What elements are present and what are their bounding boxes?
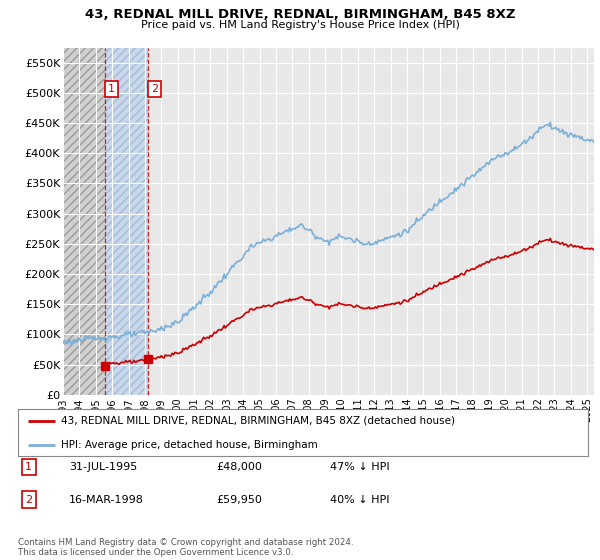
Text: 16-MAR-1998: 16-MAR-1998	[69, 494, 144, 505]
Text: 2: 2	[151, 84, 158, 94]
Text: 1: 1	[25, 462, 32, 472]
Text: 43, REDNAL MILL DRIVE, REDNAL, BIRMINGHAM, B45 8XZ: 43, REDNAL MILL DRIVE, REDNAL, BIRMINGHA…	[85, 8, 515, 21]
Text: 40% ↓ HPI: 40% ↓ HPI	[330, 494, 389, 505]
Bar	[63, 48, 106, 395]
Bar	[106, 48, 148, 395]
Text: HPI: Average price, detached house, Birmingham: HPI: Average price, detached house, Birm…	[61, 440, 317, 450]
Text: 43, REDNAL MILL DRIVE, REDNAL, BIRMINGHAM, B45 8XZ (detached house): 43, REDNAL MILL DRIVE, REDNAL, BIRMINGHA…	[61, 416, 455, 426]
Text: 1: 1	[108, 84, 115, 94]
Text: £59,950: £59,950	[216, 494, 262, 505]
Text: 2: 2	[25, 494, 32, 505]
Text: Price paid vs. HM Land Registry's House Price Index (HPI): Price paid vs. HM Land Registry's House …	[140, 20, 460, 30]
Text: 47% ↓ HPI: 47% ↓ HPI	[330, 462, 389, 472]
Text: £48,000: £48,000	[216, 462, 262, 472]
Text: Contains HM Land Registry data © Crown copyright and database right 2024.
This d: Contains HM Land Registry data © Crown c…	[18, 538, 353, 557]
Text: 31-JUL-1995: 31-JUL-1995	[69, 462, 137, 472]
